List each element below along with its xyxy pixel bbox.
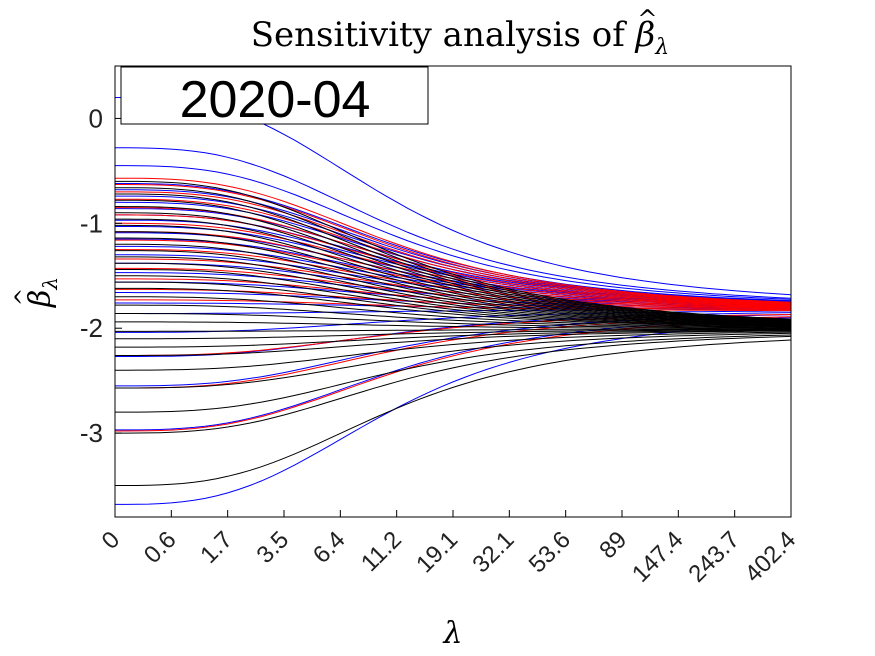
series-line: [115, 321, 792, 330]
x-tick-label: 89: [594, 526, 632, 564]
series-line: [115, 262, 792, 326]
series-line: [115, 184, 792, 304]
chart-title-symbol: β: [634, 15, 656, 55]
series-line: [115, 332, 792, 389]
series-line: [115, 275, 792, 327]
series-line: [115, 322, 792, 505]
x-tick-label: 6.4: [308, 526, 351, 569]
series-line: [115, 147, 792, 299]
series-line: [115, 339, 792, 486]
x-tick-label: 3.5: [252, 526, 295, 569]
x-axis: 0 0.6 1.7 3.5 6.4 11.2 19.1 32.1 53.6 89147.4243.…: [97, 510, 802, 588]
title-hat-glyph: ^: [637, 5, 657, 33]
series-line: [115, 218, 792, 323]
y-tick-label: -1: [80, 208, 103, 238]
x-axis-label: λ: [442, 616, 462, 651]
series-line: [115, 193, 792, 321]
svg-text:βλ: βλ: [23, 277, 62, 308]
series-line: [115, 334, 792, 413]
series-line: [115, 237, 792, 324]
chart-title-subscript: λ: [654, 35, 669, 60]
x-tick-label: 0: [97, 526, 126, 555]
annotation-box: [120, 66, 429, 125]
series-line: [115, 329, 791, 340]
x-tick-label: 0.6: [139, 526, 182, 569]
series-line: [115, 165, 792, 300]
y-tick-label: 0: [89, 103, 103, 133]
series-line: [115, 180, 792, 320]
series-line: [115, 199, 792, 321]
series-line: [115, 224, 792, 323]
series-line: [115, 231, 792, 323]
series-line: [115, 330, 792, 356]
series-line: [115, 239, 792, 307]
series-line: [115, 177, 792, 303]
series-line: [115, 304, 792, 329]
series-line: [115, 198, 792, 305]
chart-title-prefix: Sensitivity analysis of: [251, 15, 636, 55]
y-axis: -3 -2 -1 0: [80, 103, 122, 448]
series-line: [115, 187, 792, 320]
series-line: [115, 287, 792, 327]
x-tick-label: 1.7: [195, 526, 238, 569]
chart-title: Sensitivity analysis of βλ: [251, 15, 670, 60]
series-line: [115, 281, 792, 327]
series-line: [115, 212, 792, 322]
x-tick-label: 147.4: [627, 526, 689, 588]
series-line: [115, 328, 791, 332]
series-line: [115, 335, 792, 434]
series-line: [115, 191, 792, 304]
y-axis-label-subscript: λ: [38, 277, 62, 291]
y-axis-label-symbol: β: [23, 290, 58, 308]
x-tick-label: 32.1: [467, 526, 519, 578]
series-line: [115, 250, 792, 325]
y-tick-label: -2: [80, 313, 103, 343]
series-line: [115, 243, 792, 324]
x-tick-label: 402.4: [740, 526, 802, 588]
x-tick-label: 19.1: [411, 526, 463, 578]
series-line: [114, 206, 792, 322]
x-tick-label: 11.2: [356, 526, 407, 577]
series-line: [115, 231, 792, 307]
x-tick-label: 53.6: [524, 526, 576, 578]
annotation-text: 2020-04: [180, 71, 371, 129]
series-line: [115, 317, 792, 431]
series-line: [115, 296, 792, 328]
series-line: [115, 331, 792, 371]
series-lines: [114, 97, 792, 505]
series-line: [115, 330, 791, 348]
y-axis-label-hat: ^: [12, 288, 37, 306]
y-tick-label: -3: [80, 418, 103, 448]
series-line: [115, 214, 792, 306]
x-tick-label: 243.7: [683, 526, 745, 588]
y-axis-label: βλ ^: [12, 277, 62, 308]
series-line: [115, 258, 792, 309]
series-line: [115, 183, 792, 302]
series-line: [115, 256, 792, 325]
series-line: [115, 313, 792, 329]
series-line: [115, 269, 792, 326]
series-line: [115, 278, 792, 310]
